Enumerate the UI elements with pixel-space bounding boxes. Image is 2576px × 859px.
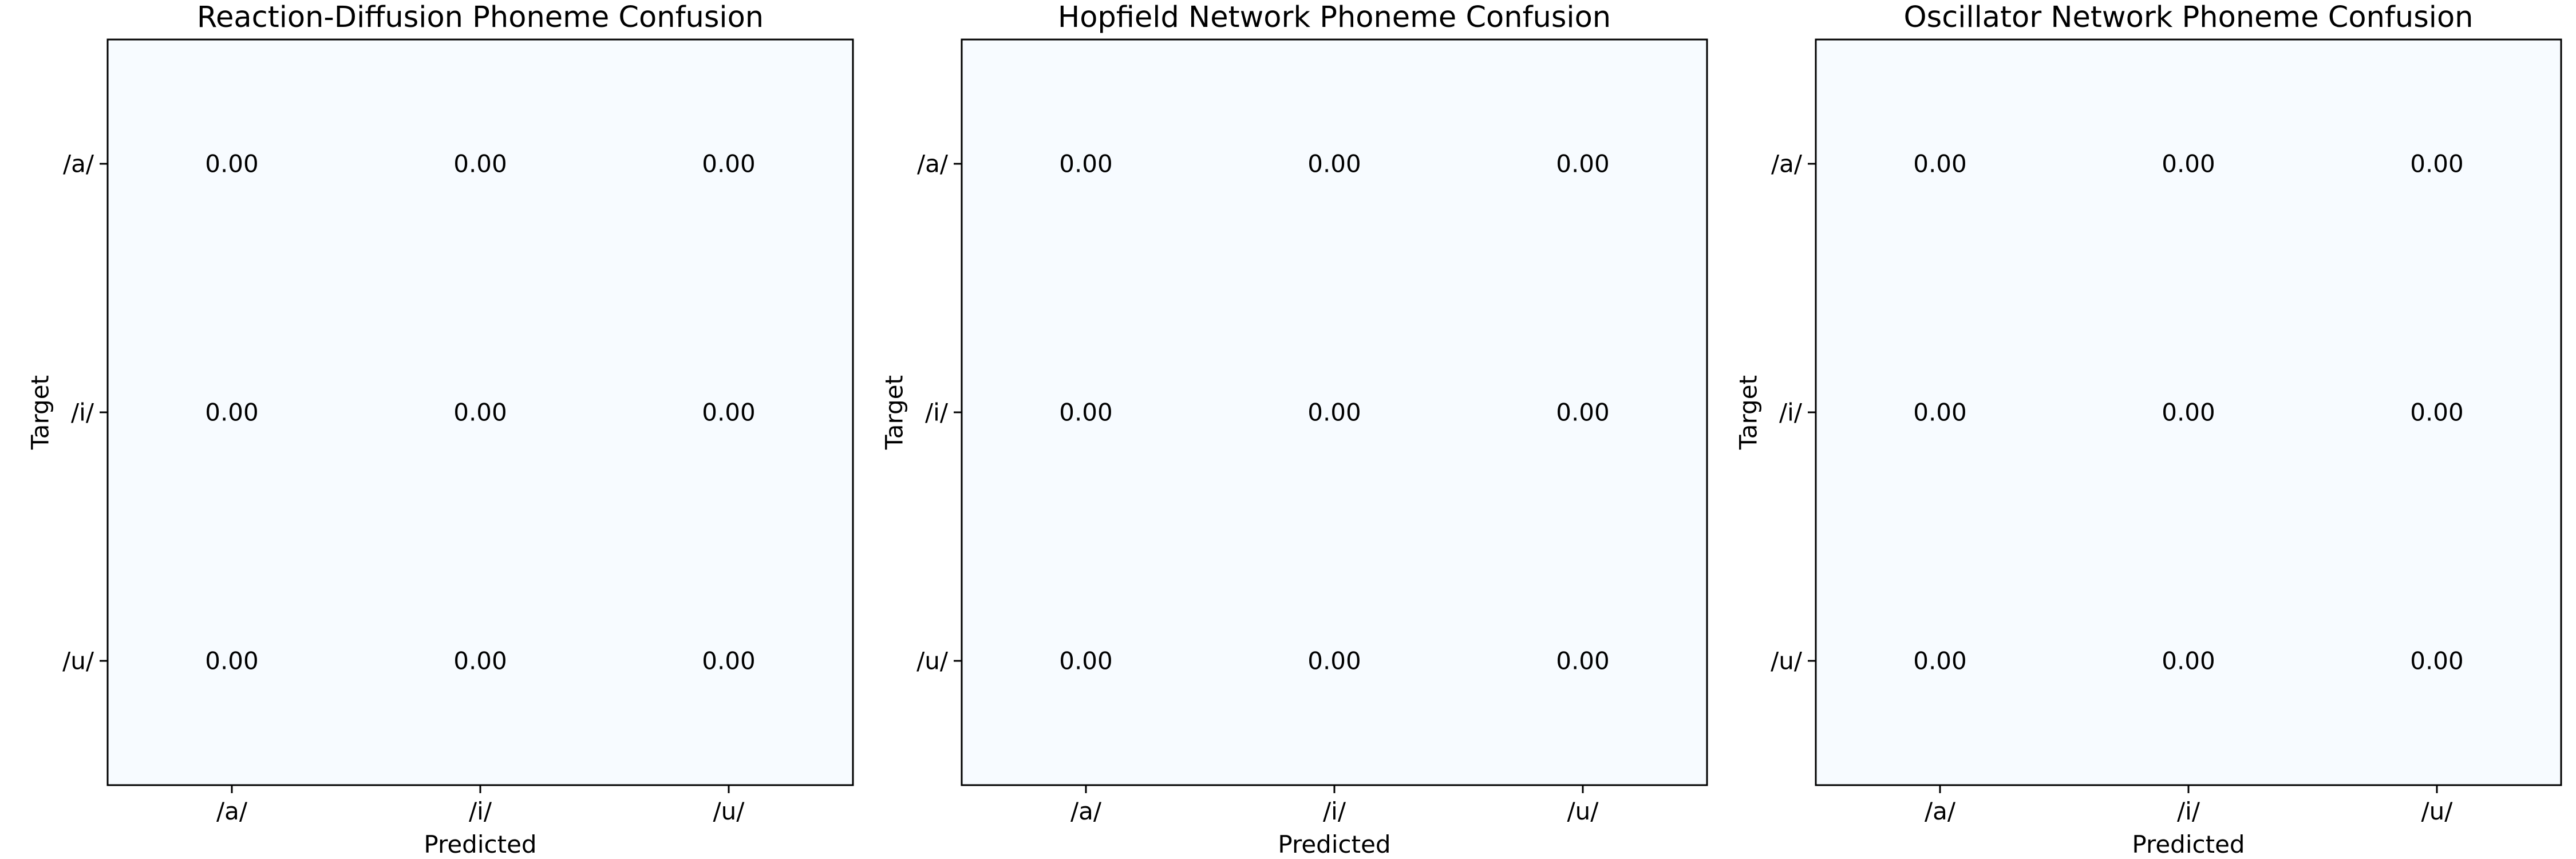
x-tick-label: /i/ [2177,797,2200,825]
y-tick-label: /u/ [62,647,94,675]
x-tick-label: /u/ [1567,797,1599,825]
heatmap-cell [1459,288,1708,537]
cell-value-label: 0.00 [1913,399,1967,427]
cell-value-label: 0.00 [702,399,756,427]
cell-value-label: 0.00 [2162,399,2215,427]
heatmap-cell [2064,40,2313,289]
cell-value-label: 0.00 [205,399,259,427]
x-tick-label: /u/ [713,797,745,825]
heatmap-cell [1210,40,1459,289]
y-tick-label: /a/ [917,150,949,178]
heatmap-cell [1816,537,2065,786]
x-axis-label: Predicted [1278,830,1390,858]
chart-title: Oscillator Network Phoneme Confusion [1904,1,2474,34]
cell-value-label: 0.00 [1556,647,1610,675]
cell-value-label: 0.00 [2410,647,2464,675]
cell-value-label: 0.00 [1556,399,1610,427]
heatmap-cell [108,537,357,786]
cell-value-label: 0.00 [702,150,756,178]
heatmap-cell [356,40,605,289]
x-tick-label: /i/ [469,797,492,825]
heatmap-cell [2313,537,2562,786]
y-tick-label: /u/ [1771,647,1803,675]
cell-value-label: 0.00 [1307,150,1361,178]
heatmap-cell [1210,537,1459,786]
cell-value-label: 0.00 [205,150,259,178]
heatmap-cell [962,537,1211,786]
heatmap-cell [605,288,854,537]
heatmap-panel: 0.00 0.00 0.00 0.00 0.00 0.00 0.00 0.00 0.00/a/ /… [880,1,1708,858]
heatmap-cell [605,537,854,786]
y-tick-label: /i/ [71,399,94,427]
heatmap-cell [1459,537,1708,786]
cell-value-label: 0.00 [2410,150,2464,178]
y-axis-label: Target [26,375,54,450]
y-tick-label: /u/ [916,647,949,675]
y-tick-label: /a/ [1771,150,1803,178]
cell-value-label: 0.00 [453,399,507,427]
cell-value-label: 0.00 [1913,647,1967,675]
cell-value-label: 0.00 [1059,647,1113,675]
y-tick-label: /i/ [925,399,949,427]
x-tick-label: /i/ [1323,797,1346,825]
cell-value-label: 0.00 [1307,399,1361,427]
cell-value-label: 0.00 [453,150,507,178]
heatmap-cell [605,40,854,289]
chart-title: Hopfield Network Phoneme Confusion [1058,1,1611,34]
heatmap-cell [962,40,1211,289]
heatmap-cell [1816,40,2065,289]
cell-value-label: 0.00 [1913,150,1967,178]
cell-value-label: 0.00 [1059,399,1113,427]
heatmap-cell [108,40,357,289]
x-axis-label: Predicted [2132,830,2245,858]
y-tick-label: /a/ [63,150,94,178]
cell-value-label: 0.00 [205,647,259,675]
heatmap-cell [2313,40,2562,289]
heatmap-cell [356,537,605,786]
heatmap-cell [2064,537,2313,786]
x-axis-label: Predicted [424,830,536,858]
heatmap-cell [1210,288,1459,537]
heatmap-cell [962,288,1211,537]
cell-value-label: 0.00 [1307,647,1361,675]
cell-value-label: 0.00 [2410,399,2464,427]
heatmap-cell [108,288,357,537]
y-axis-label: Target [1735,375,1763,450]
heatmap-panel: 0.00 0.00 0.00 0.00 0.00 0.00 0.00 0.00 0.00/a/ /… [26,1,854,858]
heatmap-cell [1459,40,1708,289]
heatmap-cell [2313,288,2562,537]
x-tick-label: /a/ [1070,797,1102,825]
heatmap-cell [356,288,605,537]
heatmap-panel: 0.00 0.00 0.00 0.00 0.00 0.00 0.00 0.00 0.00/a/ /… [1735,1,2562,858]
cell-value-label: 0.00 [2162,647,2215,675]
cell-value-label: 0.00 [2162,150,2215,178]
heatmap-cell [2064,288,2313,537]
cell-value-label: 0.00 [702,647,756,675]
y-axis-label: Target [880,375,908,450]
x-tick-label: /a/ [1925,797,1956,825]
y-tick-label: /i/ [1779,399,1803,427]
cell-value-label: 0.00 [1556,150,1610,178]
cell-value-label: 0.00 [453,647,507,675]
cell-value-label: 0.00 [1059,150,1113,178]
heatmap-cell [1816,288,2065,537]
x-tick-label: /a/ [216,797,248,825]
chart-title: Reaction-Diffusion Phoneme Confusion [197,1,764,34]
x-tick-label: /u/ [2421,797,2453,825]
